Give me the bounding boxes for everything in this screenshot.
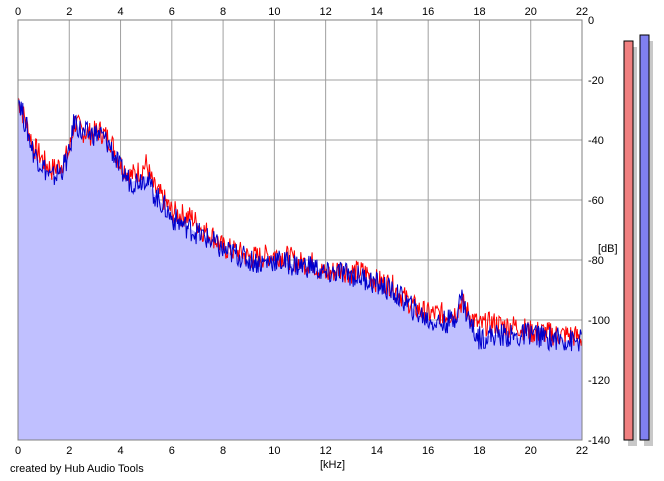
y-axis-label: [dB]: [598, 243, 618, 255]
x-tick-label-bottom: 4: [117, 445, 123, 457]
x-ticks-bottom: 0 2 4 6 8 10 12 14 16 18 20 22: [15, 445, 588, 457]
x-ticks-top: 0 2 4 6 8 10 12 14 16 18 20 22: [15, 6, 588, 18]
y-tick-label: -20: [588, 75, 604, 87]
y-tick-label: 0: [588, 15, 594, 27]
level-meters: [623, 34, 653, 446]
x-tick-label-bottom: 0: [15, 445, 21, 457]
y-ticks: 0 -20 -40 -60 -80 -100 -120 -140: [588, 15, 610, 447]
x-tick-label-bottom: 16: [422, 445, 434, 457]
y-tick-label: -100: [588, 315, 610, 327]
x-axis-label: [kHz]: [320, 459, 345, 471]
x-tick-label-bottom: 14: [371, 445, 383, 457]
x-tick-label-top: 0: [15, 6, 21, 18]
y-tick-label: -60: [588, 195, 604, 207]
series-line-1: [17, 99, 583, 352]
series-line-0: [17, 97, 583, 346]
x-tick-label-bottom: 20: [525, 445, 537, 457]
x-tick-label-top: 18: [473, 6, 485, 18]
x-tick-label-bottom: 8: [220, 445, 226, 457]
y-tick-label: -120: [588, 375, 610, 387]
x-tick-label-top: 22: [576, 6, 588, 18]
x-tick-label-top: 10: [268, 6, 280, 18]
x-tick-label-top: 4: [117, 6, 123, 18]
y-tick-label: -140: [588, 435, 610, 447]
x-tick-label-top: 20: [525, 6, 537, 18]
left-level-meter: [623, 40, 634, 441]
right-level-meter: [639, 34, 650, 441]
x-tick-label-top: 2: [66, 6, 72, 18]
x-tick-label-bottom: 18: [473, 445, 485, 457]
x-tick-label-top: 14: [371, 6, 383, 18]
x-tick-label-bottom: 10: [268, 445, 280, 457]
x-tick-label-bottom: 2: [66, 445, 72, 457]
x-tick-label-bottom: 6: [169, 445, 175, 457]
x-tick-label-bottom: 12: [320, 445, 332, 457]
x-tick-label-top: 6: [169, 6, 175, 18]
spectrum-lines: [17, 97, 583, 352]
x-tick-label-top: 16: [422, 6, 434, 18]
plot-frame: [17, 19, 583, 441]
y-tick-label: -80: [588, 255, 604, 267]
x-tick-label-top: 12: [320, 6, 332, 18]
credit-text: created by Hub Audio Tools: [10, 463, 144, 475]
x-tick-label-bottom: 22: [576, 445, 588, 457]
x-tick-label-top: 8: [220, 6, 226, 18]
y-tick-label: -40: [588, 135, 604, 147]
